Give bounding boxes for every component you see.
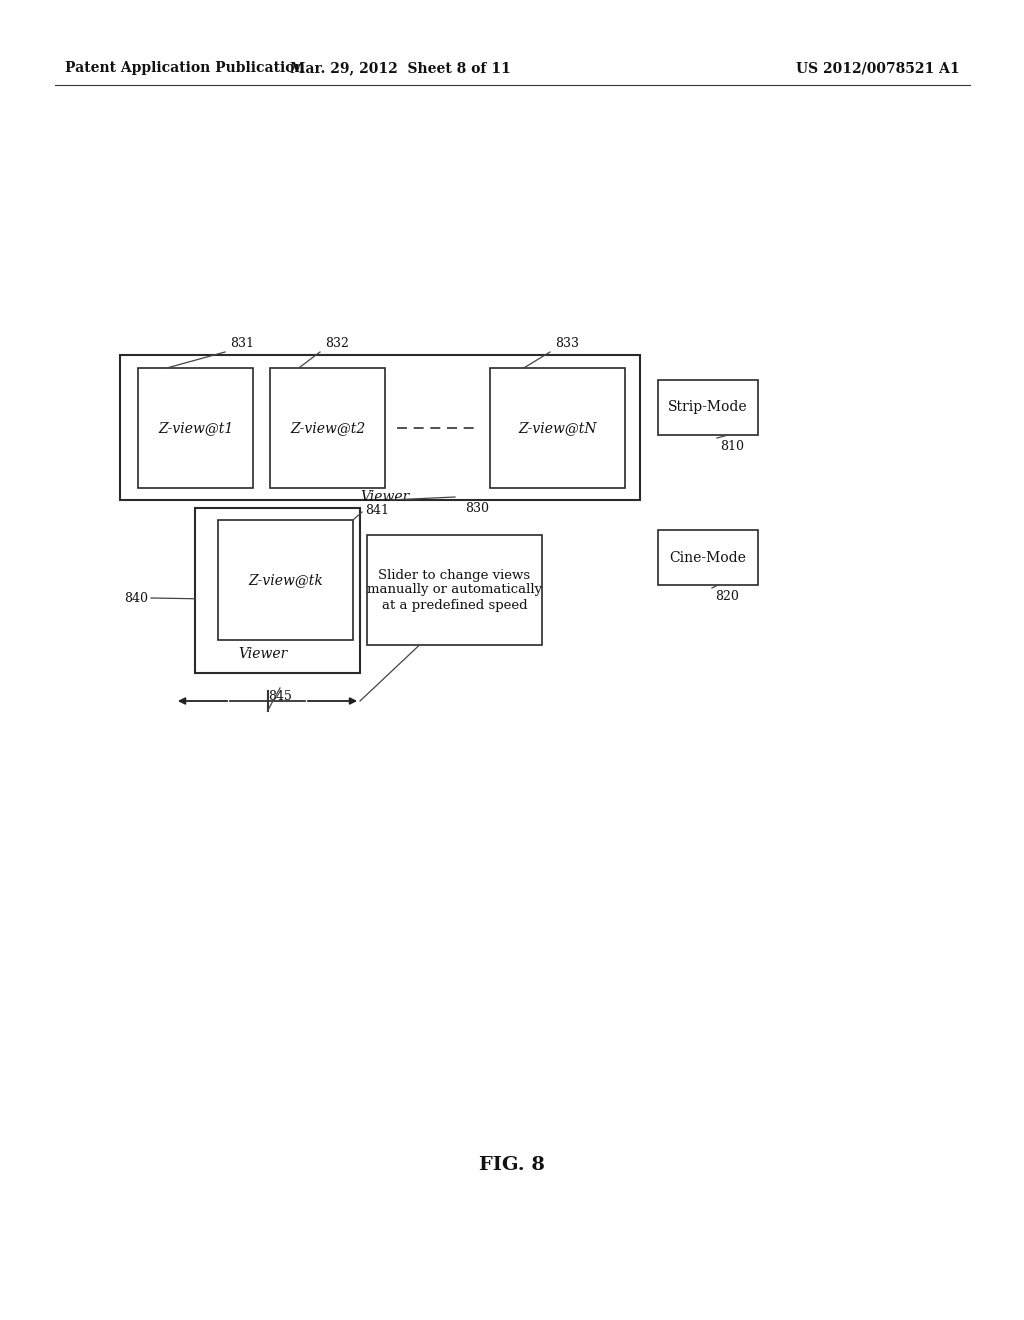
Bar [120,355,640,500]
Text: 810: 810 [720,440,744,453]
Text: Strip-Mode: Strip-Mode [669,400,748,414]
Text: Viewer: Viewer [239,647,288,661]
Bar [195,508,360,673]
Text: Patent Application Publication: Patent Application Publication [65,61,304,75]
Text: Z-view@tN: Z-view@tN [518,421,597,436]
Bar [270,368,385,488]
Text: US 2012/0078521 A1: US 2012/0078521 A1 [797,61,961,75]
Text: 831: 831 [230,337,254,350]
Text: Z-view@tk: Z-view@tk [248,573,323,587]
Bar [490,368,625,488]
Bar [658,380,758,436]
Text: Viewer: Viewer [360,490,410,504]
Text: 820: 820 [715,590,739,603]
Text: 832: 832 [325,337,349,350]
Text: FIG. 8: FIG. 8 [479,1156,545,1173]
Bar [658,531,758,585]
Bar [138,368,253,488]
Text: Z-view@t2: Z-view@t2 [290,421,366,436]
Text: 840: 840 [124,591,148,605]
Text: Mar. 29, 2012  Sheet 8 of 11: Mar. 29, 2012 Sheet 8 of 11 [290,61,510,75]
Bar [218,520,353,640]
Text: 833: 833 [555,337,579,350]
Text: Slider to change views
manually or automatically
at a predefined speed: Slider to change views manually or autom… [367,569,542,611]
Text: Z-view@t1: Z-view@t1 [158,421,233,436]
Text: Cine-Mode: Cine-Mode [670,550,746,565]
Text: 841: 841 [365,503,389,516]
Text: 845: 845 [268,690,292,704]
Text: 830: 830 [465,502,489,515]
Bar [367,535,542,645]
